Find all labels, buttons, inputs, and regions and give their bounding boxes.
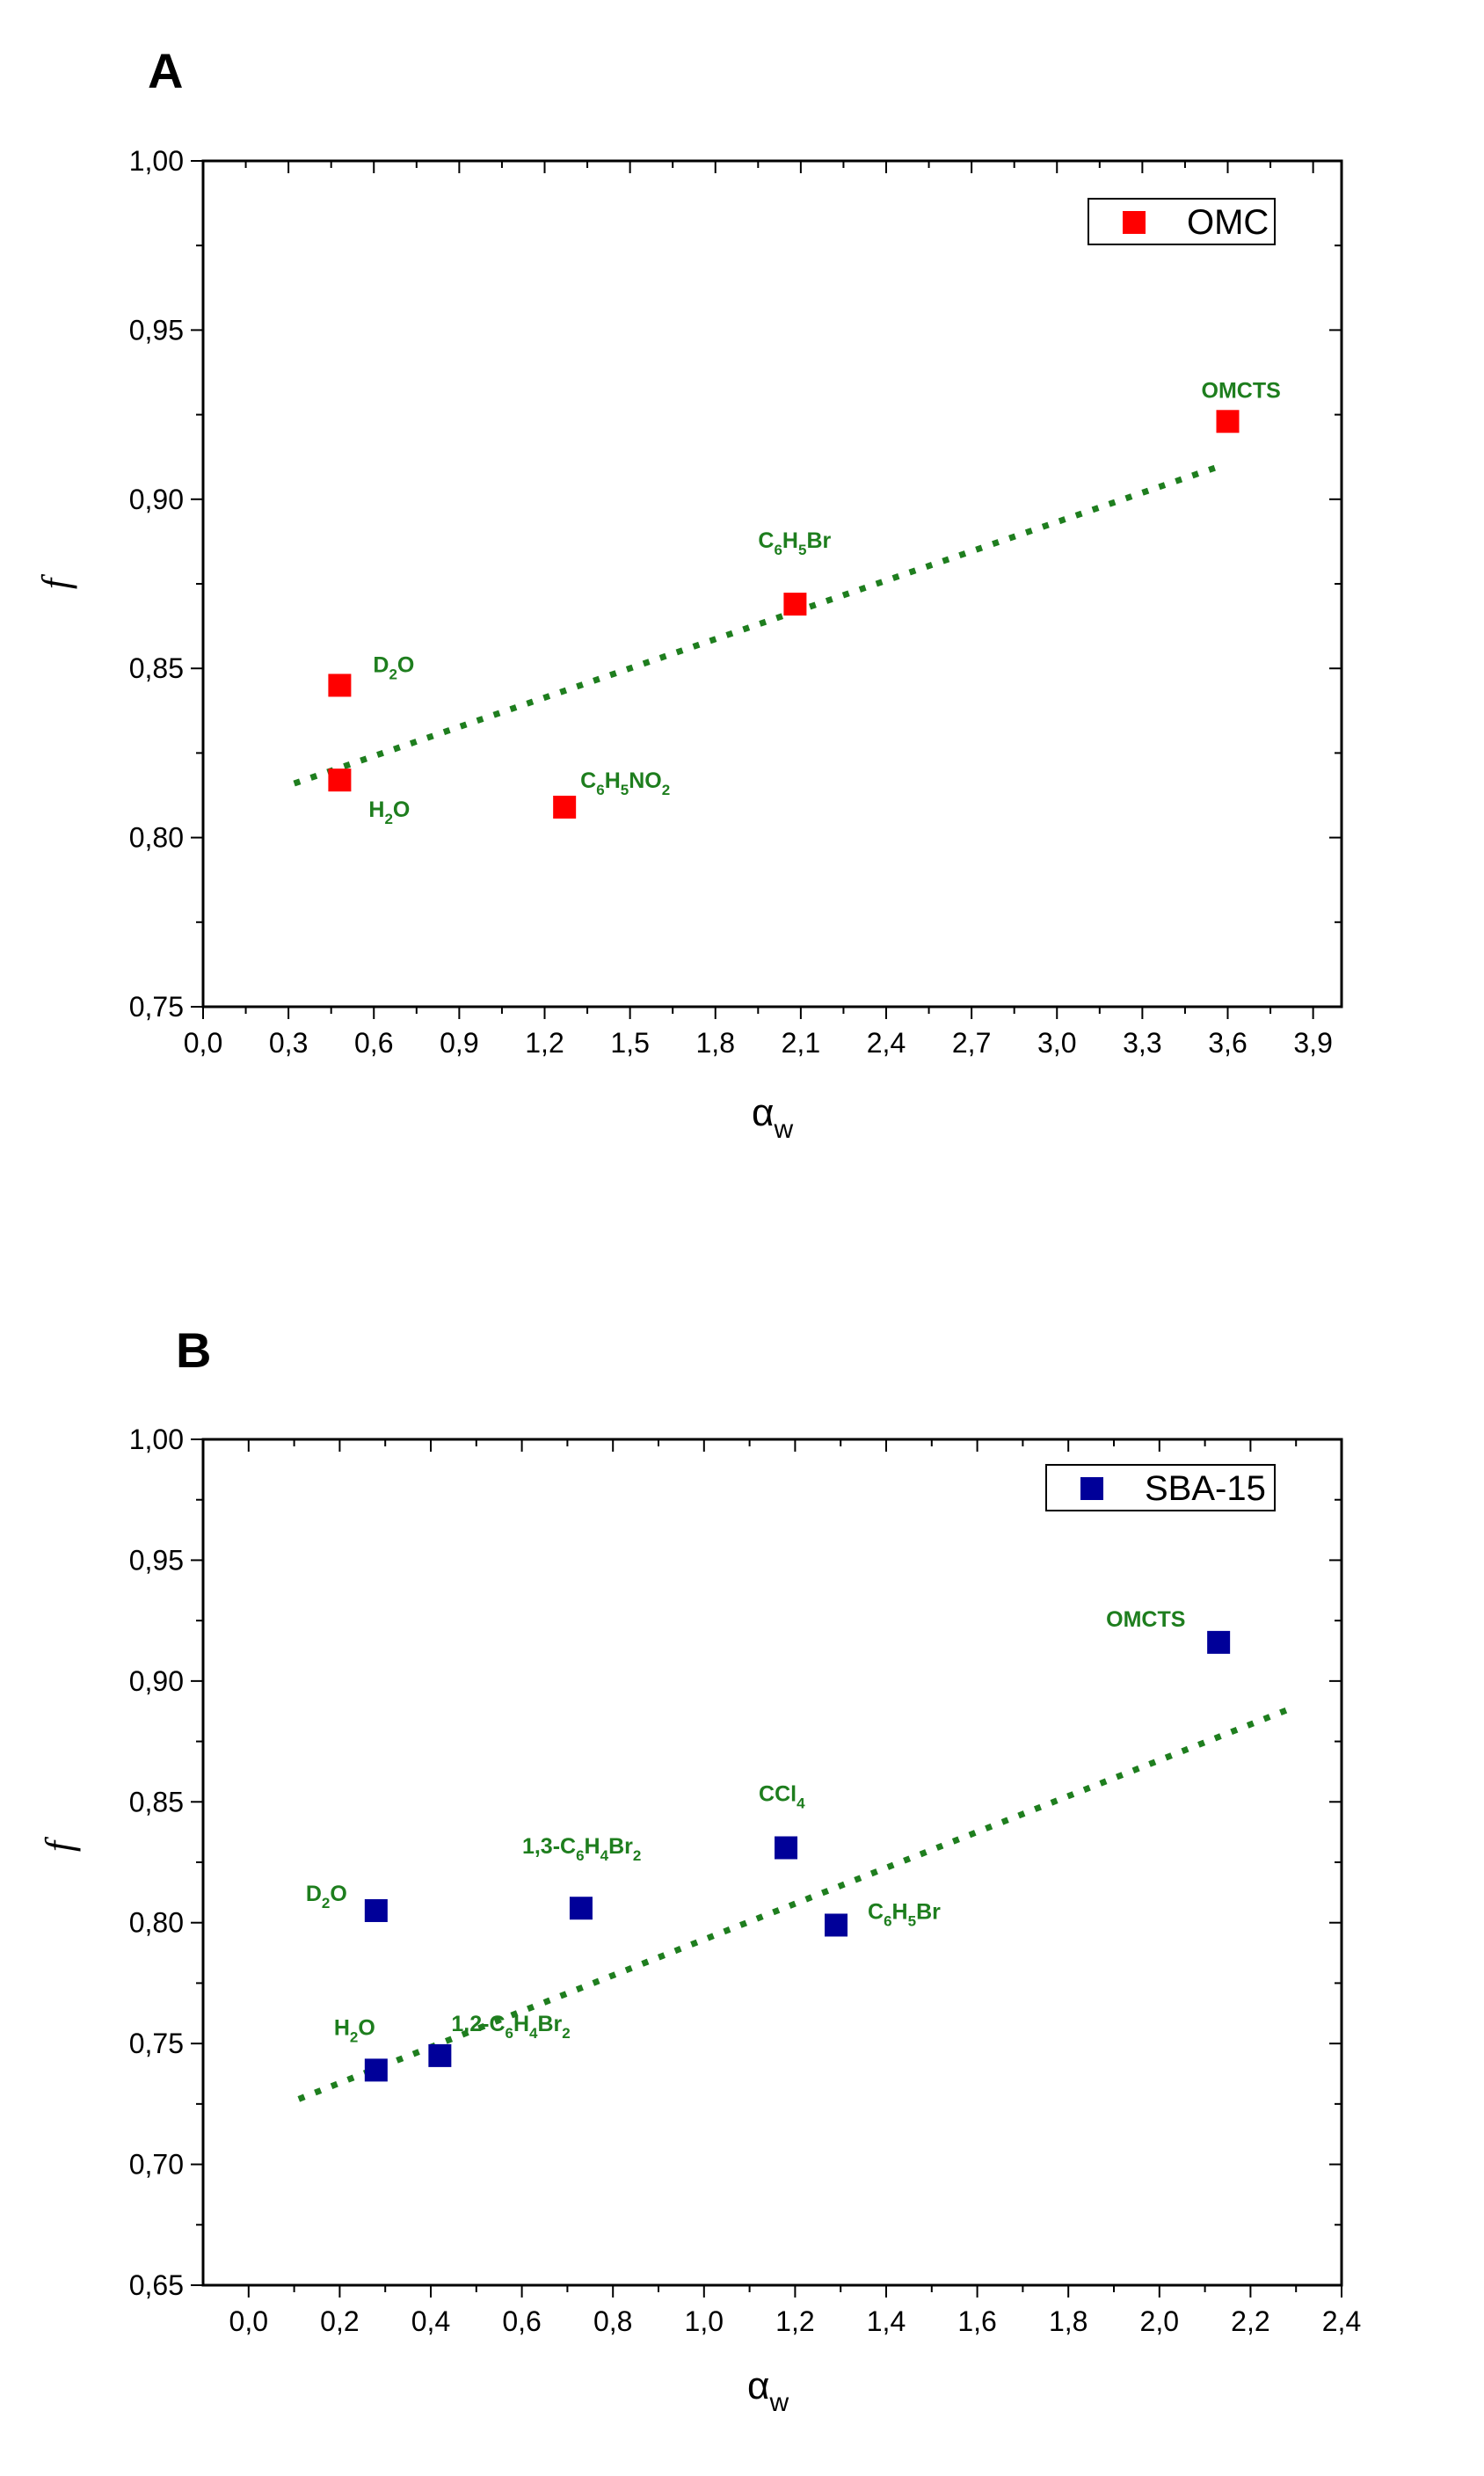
- x-tick-label: 2,7: [952, 1027, 991, 1059]
- fit-line: [297, 1707, 1289, 2102]
- data-point: [1216, 410, 1240, 433]
- point-label: C6H5NO2: [580, 768, 670, 798]
- panel-a-point-labels: D2O H2O C6H5NO2 C6H5Br OMCTS: [368, 378, 1280, 827]
- point-label: OMCTS: [1202, 378, 1281, 403]
- panel-a-legend-label: OMC: [1187, 203, 1269, 242]
- x-tick-label: 3,6: [1208, 1027, 1247, 1059]
- panel-b-y-axis-label: f: [38, 1836, 81, 1852]
- panel-a-letter: A: [148, 43, 183, 98]
- point-label: C6H5Br: [868, 1899, 941, 1929]
- x-tick-label: 1,5: [610, 1027, 649, 1059]
- panel-a-y-axis-label: f: [34, 573, 77, 589]
- panel-b-letter: B: [176, 1322, 211, 1378]
- x-tick-label: 1,8: [1049, 2305, 1088, 2337]
- panel-b-points: [364, 1630, 1231, 2082]
- x-tick-label: 0,8: [593, 2305, 632, 2337]
- y-tick-label: 0,80: [129, 822, 184, 854]
- point-label: H2O: [334, 2015, 375, 2045]
- fit-line: [293, 462, 1224, 787]
- x-tick-label: 3,3: [1123, 1027, 1161, 1059]
- data-point: [328, 674, 352, 697]
- data-point: [569, 1897, 593, 1920]
- x-tick-label: 0,9: [440, 1027, 478, 1059]
- y-tick-label: 0,75: [129, 2028, 184, 2059]
- panel-a-fit-line: [293, 462, 1224, 787]
- point-label: 1,3-C6H4Br2: [522, 1834, 641, 1864]
- point-label: D2O: [373, 652, 414, 682]
- panel-b-point-labels: D2O H2O 1,2-C6H4Br2 1,3-C6H4Br2 CCl4 C6H5Br OM…: [306, 1607, 1186, 2045]
- panel-b-legend-marker: [1080, 1477, 1103, 1500]
- y-tick-label: 0,90: [129, 1665, 184, 1697]
- x-tick-label: 2,1: [782, 1027, 820, 1059]
- y-tick-label: 0,80: [129, 1907, 184, 1939]
- data-point: [783, 593, 807, 616]
- y-tick-label: 0,75: [129, 991, 184, 1023]
- panel-a-points: [328, 410, 1240, 819]
- x-tick-label: 0,6: [354, 1027, 393, 1059]
- data-point: [553, 795, 577, 819]
- x-tick-label: 0,0: [229, 2305, 268, 2337]
- x-tick-label: 0,4: [411, 2305, 450, 2337]
- data-point: [775, 1836, 798, 1860]
- y-tick-label: 1,00: [129, 1424, 184, 1455]
- x-tick-label: 1,2: [775, 2305, 814, 2337]
- panel-a: A 0,0 0,3 0,6 0,9 1,2 1,5 1,8 2,1 2,4 2,7 3,0 3,3 3,…: [34, 43, 1343, 1144]
- panel-b-x-axis-label: αw: [747, 2364, 789, 2417]
- x-tick-label: 3,9: [1293, 1027, 1332, 1059]
- x-tick-label: 1,6: [957, 2305, 996, 2337]
- x-tick-label: 1,2: [525, 1027, 564, 1059]
- panel-a-y-tick-labels: 0,75 0,80 0,85 0,90 0,95 1,00: [129, 145, 184, 1023]
- point-label: C6H5Br: [758, 528, 831, 558]
- y-tick-label: 1,00: [129, 145, 184, 177]
- point-label: 1,2-C6H4Br2: [451, 2012, 570, 2042]
- x-tick-label: 2,0: [1140, 2305, 1179, 2337]
- data-point: [428, 2043, 452, 2067]
- point-label: OMCTS: [1106, 1607, 1185, 1632]
- panel-a-legend: OMC: [1088, 198, 1276, 245]
- y-tick-label: 0,95: [129, 1544, 184, 1576]
- panel-b-plot-frame: [201, 1438, 1343, 2287]
- point-label: CCl4: [759, 1782, 805, 1812]
- panel-b-legend: SBA-15: [1045, 1464, 1276, 1511]
- x-tick-label: 0,3: [269, 1027, 308, 1059]
- x-tick-label: 1,8: [696, 1027, 735, 1059]
- panel-a-legend-box: [1088, 198, 1276, 245]
- panel-b-ticks: [191, 1438, 1342, 2298]
- panel-a-x-tick-labels: 0,0 0,3 0,6 0,9 1,2 1,5 1,8 2,1 2,4 2,7 3,0 3,3 3,6 3…: [184, 1027, 1333, 1059]
- y-tick-label: 0,90: [129, 484, 184, 515]
- y-tick-label: 0,65: [129, 2269, 184, 2301]
- panel-a-x-axis-label: αw: [752, 1091, 793, 1144]
- x-tick-label: 1,4: [867, 2305, 906, 2337]
- data-point: [328, 768, 352, 792]
- data-point: [825, 1913, 848, 1937]
- y-tick-label: 0,85: [129, 1786, 184, 1817]
- panel-b-fit-line: [297, 1707, 1289, 2102]
- x-tick-label: 3,0: [1037, 1027, 1076, 1059]
- point-label: H2O: [368, 797, 410, 827]
- panel-b-y-tick-labels: 0,65 0,70 0,75 0,80 0,85 0,90 0,95 1,00: [129, 1424, 184, 2301]
- panel-b: B 0,0 0,2 0,4 0,6 0,8 1,0 1,2 1,4 1,6 1,8 2,0 2,2 2,…: [38, 1322, 1361, 2417]
- panel-b-legend-label: SBA-15: [1145, 1469, 1266, 1508]
- panel-a-legend-marker: [1123, 211, 1146, 234]
- x-tick-label: 0,0: [184, 1027, 222, 1059]
- panel-a-ticks: [191, 160, 1342, 1019]
- point-label: D2O: [306, 1882, 347, 1912]
- x-tick-label: 0,2: [320, 2305, 359, 2337]
- x-tick-label: 2,4: [867, 1027, 906, 1059]
- y-tick-label: 0,95: [129, 314, 184, 346]
- y-tick-label: 0,85: [129, 652, 184, 684]
- data-point: [364, 2058, 388, 2082]
- data-point: [364, 1898, 388, 1922]
- x-tick-label: 0,6: [502, 2305, 541, 2337]
- x-tick-label: 2,2: [1231, 2305, 1269, 2337]
- x-tick-label: 1,0: [685, 2305, 724, 2337]
- y-tick-label: 0,70: [129, 2149, 184, 2181]
- x-tick-label: 2,4: [1322, 2305, 1361, 2337]
- data-point: [1207, 1630, 1231, 1654]
- panel-a-plot-frame: [201, 159, 1343, 1009]
- panel-b-x-tick-labels: 0,0 0,2 0,4 0,6 0,8 1,0 1,2 1,4 1,6 1,8 2,0 2,2 2,4: [229, 2305, 1362, 2337]
